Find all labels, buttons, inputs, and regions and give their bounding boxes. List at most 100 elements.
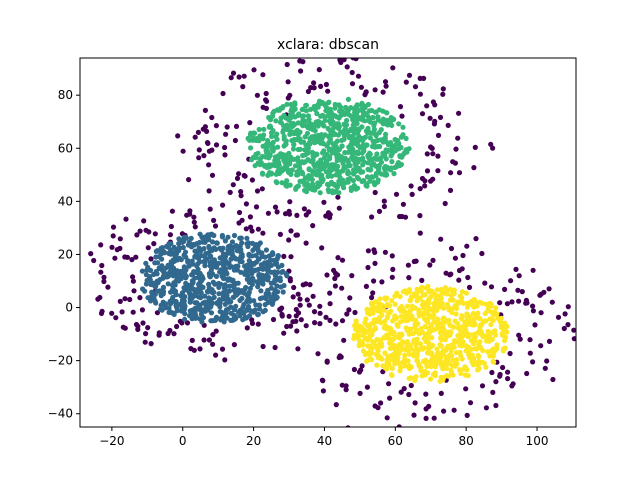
cluster_b-point xyxy=(247,137,253,143)
cluster_c-point xyxy=(418,367,424,374)
noise-point xyxy=(502,286,508,292)
noise-point xyxy=(422,178,428,184)
noise-point xyxy=(143,331,149,337)
cluster_b-point xyxy=(378,159,385,165)
noise-point xyxy=(130,278,136,284)
noise-point xyxy=(419,277,425,283)
cluster_b-point xyxy=(279,105,286,111)
cluster_b-point xyxy=(332,101,338,108)
noise-point xyxy=(537,292,543,298)
cluster_c-point xyxy=(451,324,457,330)
noise-point xyxy=(546,338,553,344)
noise-point xyxy=(297,302,303,308)
cluster_b-point xyxy=(395,160,401,166)
cluster_a-point xyxy=(210,300,216,306)
cluster_a-point xyxy=(262,254,268,260)
noise-point xyxy=(527,337,533,343)
noise-point xyxy=(294,232,300,238)
noise-point xyxy=(287,199,293,205)
noise-point xyxy=(230,182,236,188)
cluster_a-point xyxy=(265,287,271,293)
noise-point xyxy=(270,316,277,323)
cluster_c-point xyxy=(445,343,451,349)
cluster_b-point xyxy=(367,167,373,173)
cluster_a-point xyxy=(222,284,228,290)
noise-point xyxy=(463,386,469,392)
cluster_b-point xyxy=(314,110,320,117)
cluster_a-point xyxy=(231,307,238,313)
noise-point xyxy=(303,323,309,329)
noise-point xyxy=(315,351,321,357)
cluster_a-point xyxy=(237,258,243,264)
cluster_b-point xyxy=(357,135,363,141)
cluster_b-point xyxy=(295,120,301,126)
cluster_c-point xyxy=(429,288,435,294)
cluster_a-point xyxy=(202,293,208,299)
cluster_c-point xyxy=(419,373,425,379)
cluster_c-point xyxy=(422,324,428,330)
noise-point xyxy=(184,320,191,326)
noise-point xyxy=(110,233,116,239)
x-tick-label: 80 xyxy=(459,434,474,448)
noise-point xyxy=(344,311,350,317)
cluster_c-point xyxy=(486,338,492,344)
cluster_a-point xyxy=(262,260,268,266)
cluster_b-point xyxy=(363,182,369,188)
noise-point xyxy=(324,272,330,278)
noise-point xyxy=(406,275,412,281)
cluster_c-point xyxy=(487,316,493,322)
noise-point xyxy=(497,300,503,306)
noise-point xyxy=(130,274,136,280)
noise-point xyxy=(141,218,147,224)
noise-point xyxy=(109,244,115,250)
cluster_c-point xyxy=(403,340,410,347)
noise-point xyxy=(467,400,474,406)
cluster_a-point xyxy=(225,234,231,240)
cluster_b-point xyxy=(339,137,345,143)
cluster_c-point xyxy=(491,350,497,356)
cluster_c-point xyxy=(476,341,482,347)
cluster_a-point xyxy=(202,254,208,260)
cluster_b-point xyxy=(267,117,274,123)
noise-point xyxy=(248,224,254,230)
noise-point xyxy=(372,260,378,266)
cluster_a-point xyxy=(237,313,243,319)
cluster_a-point xyxy=(153,300,159,306)
cluster_b-point xyxy=(315,104,321,110)
cluster_b-point xyxy=(380,139,386,145)
noise-point xyxy=(364,384,370,390)
cluster_c-point xyxy=(389,365,395,371)
cluster_b-point xyxy=(369,174,375,180)
cluster_a-point xyxy=(209,271,216,277)
noise-point xyxy=(99,262,105,269)
cluster_b-point xyxy=(383,147,389,153)
cluster_c-point xyxy=(452,318,458,324)
cluster_c-point xyxy=(451,287,457,293)
noise-point xyxy=(519,289,525,295)
noise-point xyxy=(232,137,238,144)
cluster_b-point xyxy=(251,130,257,136)
noise-point xyxy=(188,346,194,352)
cluster_a-point xyxy=(204,235,210,241)
cluster_c-point xyxy=(371,317,377,323)
cluster_a-point xyxy=(200,307,206,313)
cluster_a-point xyxy=(220,311,226,317)
noise-point xyxy=(91,257,97,264)
cluster_c-point xyxy=(446,353,452,359)
noise-point xyxy=(191,214,197,220)
noise-point xyxy=(324,358,330,364)
cluster_c-point xyxy=(389,353,395,359)
cluster_c-point xyxy=(453,311,459,317)
cluster_a-point xyxy=(272,287,278,293)
cluster_c-point xyxy=(435,317,441,323)
noise-point xyxy=(424,168,431,174)
noise-point xyxy=(381,203,387,210)
cluster_a-point xyxy=(249,269,255,275)
cluster_a-point xyxy=(258,288,264,294)
noise-point xyxy=(517,336,523,342)
noise-point xyxy=(274,209,280,215)
cluster_a-point xyxy=(195,252,201,258)
noise-point xyxy=(110,224,117,230)
cluster_a-point xyxy=(235,263,241,269)
cluster_b-point xyxy=(275,155,281,162)
